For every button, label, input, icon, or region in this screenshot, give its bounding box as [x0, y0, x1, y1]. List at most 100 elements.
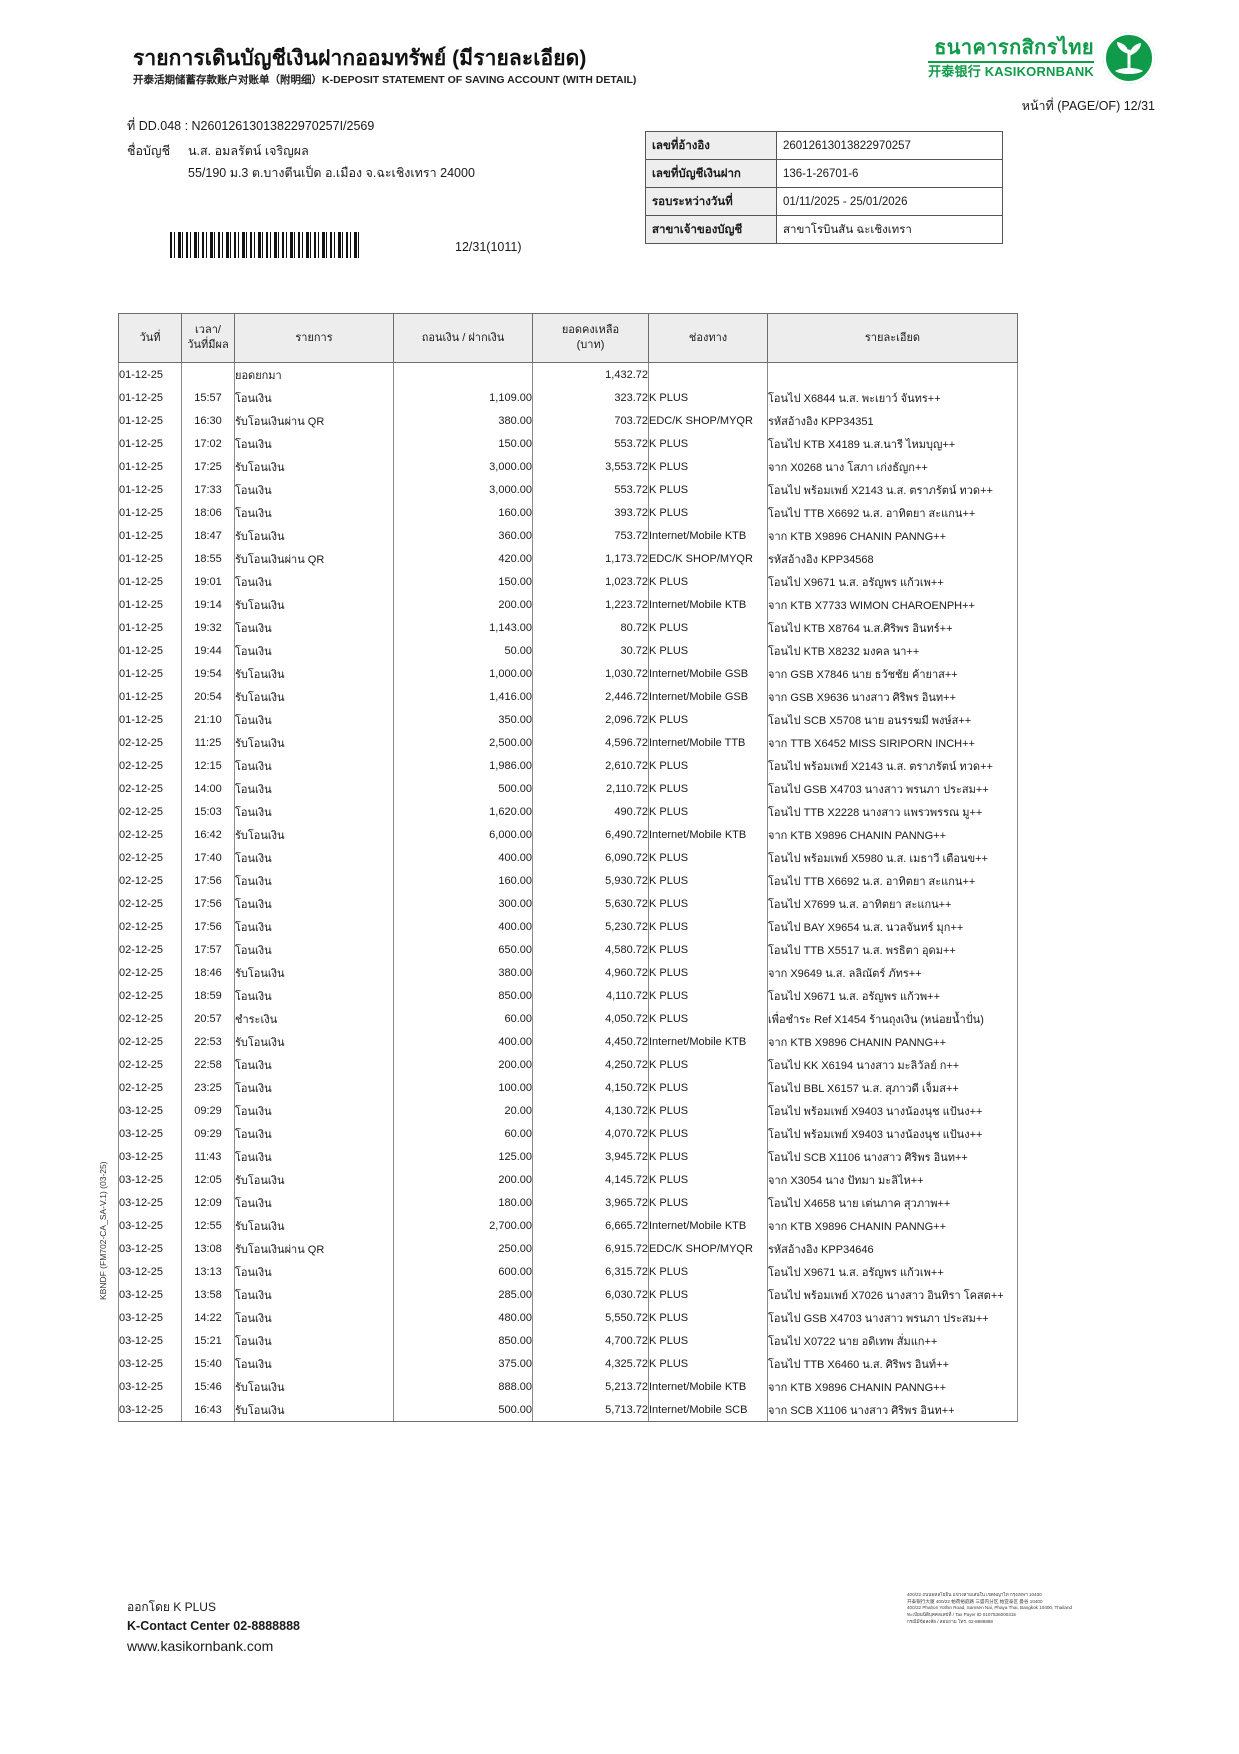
info-row-branch: สาขาเจ้าของบัญชี สาขาโรบินสัน ฉะเชิงเทรา — [645, 215, 1003, 244]
cell-withdrawal-amount: 400.00 — [393, 915, 533, 938]
cell-deposit-amount: 380.00 — [393, 409, 533, 432]
cell-date: 01-12-25 — [118, 593, 182, 616]
cell-time: 17:02 — [181, 432, 235, 455]
cell-description: โอนเงิน — [234, 1329, 394, 1352]
table-row: 01-12-25 17:25 รับโอนเงิน 3,000.00 3,553.72 K… — [118, 455, 1018, 478]
cell-detail: โอนไป SCB X1106 นางสาว ศิริพร อินท++ — [767, 1145, 1018, 1168]
bank-name-th: ธนาคารกสิกรไทย — [934, 36, 1094, 59]
cell-time: 19:14 — [181, 593, 235, 616]
info-value-period: 01/11/2025 - 25/01/2026 — [776, 187, 1003, 216]
cell-description: โอนเงิน — [234, 892, 394, 915]
table-row: 03-12-25 13:08 รับโอนเงินผ่าน QR 250.00 6,91… — [118, 1237, 1018, 1260]
cell-withdrawal-amount: 400.00 — [393, 846, 533, 869]
table-row: 01-12-25 19:44 โอนเงิน 50.00 30.72 K PLUS โอนไ… — [118, 639, 1018, 662]
cell-description: โอนเงิน — [234, 1260, 394, 1283]
footer-website[interactable]: www.kasikornbank.com — [127, 1637, 274, 1654]
cell-channel: K PLUS — [648, 501, 768, 524]
cell-balance: 4,250.72 — [532, 1053, 649, 1076]
table-row: 01-12-25 19:54 รับโอนเงิน 1,000.00 1,030.72 I… — [118, 662, 1018, 685]
cell-description: โอนเงิน — [234, 432, 394, 455]
cell-withdrawal-amount: 285.00 — [393, 1283, 533, 1306]
bank-logo-text: ธนาคารกสิกรไทย 开泰银行 KASIKORNBANK — [928, 36, 1094, 79]
cell-description: รับโอนเงิน — [234, 1030, 394, 1053]
cell-date: 02-12-25 — [118, 1053, 182, 1076]
cell-withdrawal-amount: 1,143.00 — [393, 616, 533, 639]
cell-time: 18:06 — [181, 501, 235, 524]
cell-channel: K PLUS — [648, 455, 768, 478]
table-row: 01-12-25 16:30 รับโอนเงินผ่าน QR 380.00 703.… — [118, 409, 1018, 432]
cell-time: 18:55 — [181, 547, 235, 570]
cell-balance: 2,096.72 — [532, 708, 649, 731]
cell-withdrawal-amount: 60.00 — [393, 1007, 533, 1030]
table-row: 01-12-25 15:57 โอนเงิน 1,109.00 323.72 K PLUS… — [118, 386, 1018, 409]
table-row: 01-12-25 19:01 โอนเงิน 150.00 1,023.72 K PLUS… — [118, 570, 1018, 593]
table-row: 03-12-25 11:43 โอนเงิน 125.00 3,945.72 K PLUS… — [118, 1145, 1018, 1168]
table-row: 01-12-25 21:10 โอนเงิน 350.00 2,096.72 K PLUS… — [118, 708, 1018, 731]
cell-withdrawal-amount: 200.00 — [393, 1053, 533, 1076]
cell-detail: โอนไป BBL X6157 น.ส. สุภาวดี เจ็มส++ — [767, 1076, 1018, 1099]
cell-withdrawal-amount: 50.00 — [393, 639, 533, 662]
cell-channel: K PLUS — [648, 478, 768, 501]
cell-time: 12:05 — [181, 1168, 235, 1191]
cell-description: รับโอนเงิน — [234, 961, 394, 984]
info-label-branch: สาขาเจ้าของบัญชี — [645, 215, 777, 244]
cell-balance: 6,315.72 — [532, 1260, 649, 1283]
footer-issued-by: ออกโดย K PLUS — [127, 1600, 216, 1614]
cell-description: โอนเงิน — [234, 501, 394, 524]
cell-time: 17:33 — [181, 478, 235, 501]
cell-balance: 3,553.72 — [532, 455, 649, 478]
cell-detail: โอนไป พร้อมเพย์ X5980 น.ส. เมธาวี เตือนข… — [767, 846, 1018, 869]
cell-balance: 6,915.72 — [532, 1237, 649, 1260]
cell-detail: จาก X3054 นาง ปัทมา มะลิไห++ — [767, 1168, 1018, 1191]
transaction-table: วันที่ เวลา/วันที่มีผล รายการ ถอนเงิน / … — [118, 313, 1018, 1422]
barcode — [170, 232, 360, 258]
cell-date: 03-12-25 — [118, 1283, 182, 1306]
cell-channel: Internet/Mobile KTB — [648, 1375, 768, 1398]
cell-description: รับโอนเงิน — [234, 1168, 394, 1191]
column-header-time: เวลา/วันที่มีผล — [181, 313, 235, 363]
bank-name-en: 开泰银行 KASIKORNBANK — [928, 63, 1094, 79]
cell-time: 18:47 — [181, 524, 235, 547]
cell-detail: โอนไป พร้อมเพย์ X2143 น.ส. ตราภรัตน์ ทวด… — [767, 754, 1018, 777]
cell-detail: จาก KTB X9896 CHANIN PANNG++ — [767, 1214, 1018, 1237]
cell-detail: โอนไป KK X6194 นางสาว มะลิวัลย์ ก++ — [767, 1053, 1018, 1076]
cell-detail: โอนไป X4658 นาย เต่นภาค สุวภาพ++ — [767, 1191, 1018, 1214]
cell-description: รับโอนเงิน — [234, 524, 394, 547]
cell-withdrawal-amount: 1,109.00 — [393, 386, 533, 409]
table-row: 03-12-25 15:21 โอนเงิน 850.00 4,700.72 K PLUS… — [118, 1329, 1018, 1352]
cell-description: โอนเงิน — [234, 777, 394, 800]
page-of-value: 12/31 — [1123, 99, 1155, 113]
cell-deposit-amount: 888.00 — [393, 1375, 533, 1398]
cell-description: รับโอนเงิน — [234, 662, 394, 685]
cell-description: โอนเงิน — [234, 708, 394, 731]
cell-withdrawal-amount: 3,000.00 — [393, 478, 533, 501]
cell-channel: Internet/Mobile KTB — [648, 1214, 768, 1237]
cell-time: 19:32 — [181, 616, 235, 639]
cell-channel — [648, 362, 768, 386]
table-row: 03-12-25 12:09 โอนเงิน 180.00 3,965.72 K PLUS… — [118, 1191, 1018, 1214]
cell-detail: จาก GSB X9636 นางสาว ศิริพร อินท++ — [767, 685, 1018, 708]
cell-description: โอนเงิน — [234, 800, 394, 823]
cell-balance: 5,930.72 — [532, 869, 649, 892]
cell-description: โอนเงิน — [234, 754, 394, 777]
cell-description: รับโอนเงิน — [234, 1375, 394, 1398]
cell-deposit-amount: 420.00 — [393, 547, 533, 570]
cell-deposit-amount: 500.00 — [393, 1398, 533, 1422]
cell-deposit-amount: 360.00 — [393, 524, 533, 547]
cell-channel: K PLUS — [648, 639, 768, 662]
cell-channel: K PLUS — [648, 1076, 768, 1099]
cell-detail: จาก X9649 น.ส. ลลิณัตร์ ภัทร++ — [767, 961, 1018, 984]
cell-date: 03-12-25 — [118, 1398, 182, 1422]
cell-date: 02-12-25 — [118, 984, 182, 1007]
table-row: 02-12-25 17:56 โอนเงิน 300.00 5,630.72 K PLUS… — [118, 892, 1018, 915]
cell-description: โอนเงิน — [234, 616, 394, 639]
table-row: 03-12-25 14:22 โอนเงิน 480.00 5,550.72 K PLUS… — [118, 1306, 1018, 1329]
cell-date: 01-12-25 — [118, 639, 182, 662]
cell-date: 02-12-25 — [118, 915, 182, 938]
cell-description: รับโอนเงินผ่าน QR — [234, 409, 394, 432]
cell-channel: K PLUS — [648, 386, 768, 409]
cell-balance: 490.72 — [532, 800, 649, 823]
cell-detail: โอนไป TTB X6460 น.ส. ศิริพร อินท์++ — [767, 1352, 1018, 1375]
cell-withdrawal-amount: 150.00 — [393, 432, 533, 455]
